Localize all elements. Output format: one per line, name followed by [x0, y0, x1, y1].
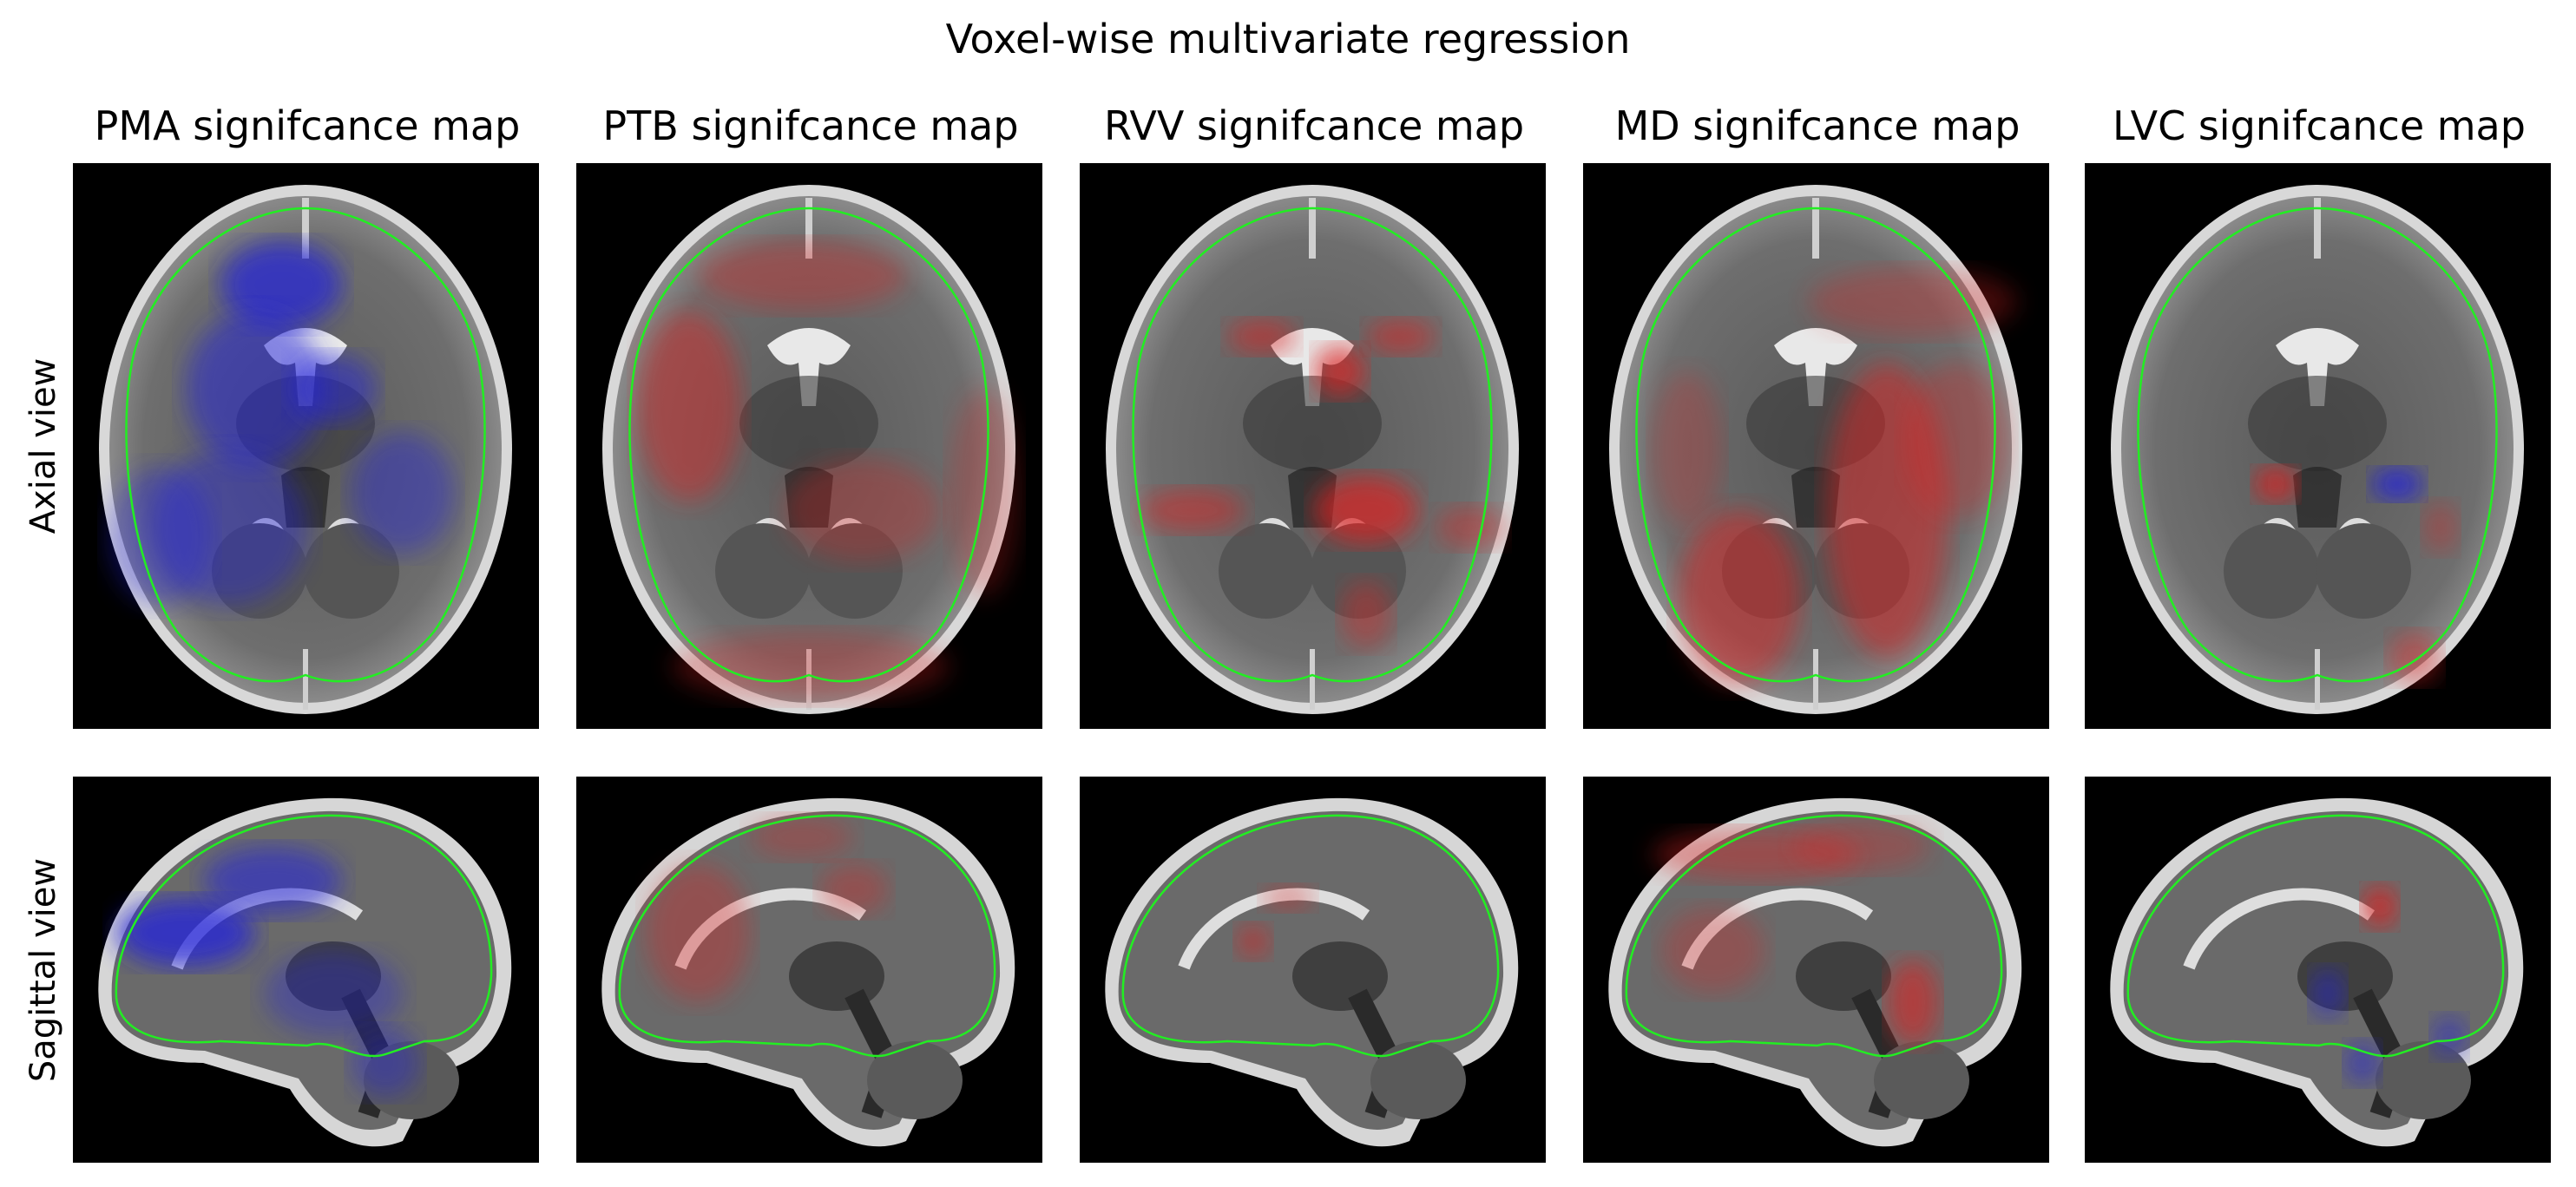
brain-slice-sagittal — [1583, 777, 2049, 1163]
column-title-lvc: LVC signifcance map — [2113, 102, 2526, 149]
column-title-pma: PMA signifcance map — [94, 102, 521, 149]
brain-image-pma-sagittal — [73, 777, 539, 1163]
brain-image-rvv-sagittal — [1080, 777, 1546, 1163]
brain-slice-axial — [73, 163, 539, 729]
column-title-md: MD signifcance map — [1614, 102, 2021, 149]
brain-slice-axial — [2085, 163, 2551, 729]
brain-slice-sagittal — [2085, 777, 2551, 1163]
brain-slice-sagittal — [576, 777, 1042, 1163]
figure-title: Voxel-wise multivariate regression — [945, 16, 1631, 62]
brain-image-rvv-axial — [1080, 163, 1546, 729]
column-title-rvv: RVV signifcance map — [1103, 102, 1525, 149]
brain-image-lvc-sagittal — [2085, 777, 2551, 1163]
brain-image-ptb-axial — [576, 163, 1042, 729]
brain-slice-axial — [1583, 163, 2049, 729]
row-label-axial: Axial view — [23, 357, 63, 534]
brain-slice-axial — [576, 163, 1042, 729]
brain-slice-axial — [1080, 163, 1546, 729]
brain-image-pma-axial — [73, 163, 539, 729]
brain-image-ptb-sagittal — [576, 777, 1042, 1163]
brain-slice-sagittal — [73, 777, 539, 1163]
brain-image-md-axial — [1583, 163, 2049, 729]
row-label-sagittal: Sagittal view — [23, 857, 63, 1083]
brain-image-md-sagittal — [1583, 777, 2049, 1163]
brain-image-lvc-axial — [2085, 163, 2551, 729]
brain-slice-sagittal — [1080, 777, 1546, 1163]
column-title-ptb: PTB signifcance map — [602, 102, 1019, 149]
